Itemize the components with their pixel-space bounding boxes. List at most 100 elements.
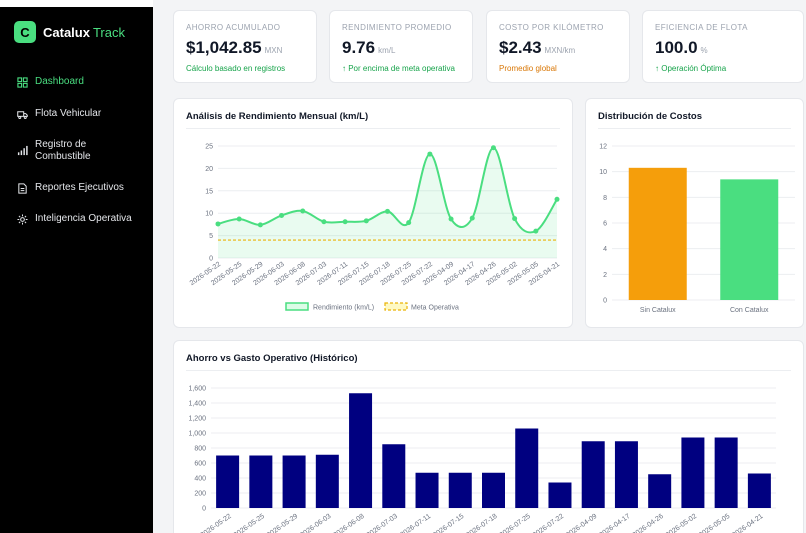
- kpi-card-ahorro: AHORRO ACUMULADO $1,042.85 MXN Cálculo ba…: [173, 10, 317, 83]
- data-point: [448, 216, 454, 222]
- sidebar-item-reportes[interactable]: Reportes Ejecutivos: [0, 182, 153, 194]
- bar: [648, 474, 672, 508]
- kpi-card-costo: COSTO POR KILÓMETRO $2.43 MXN/km Promedio…: [486, 10, 630, 83]
- kpi-subtext: ↑ Operación Óptima: [655, 64, 727, 73]
- x-tick-label: 2026-07-03: [366, 513, 399, 533]
- costos-bar-chart: 0 2 4 6 8 10 12 Sin Catalux Con Catalux: [599, 144, 795, 314]
- kpi-label: AHORRO ACUMULADO: [186, 23, 281, 32]
- bar: [548, 482, 572, 508]
- y-tick-label: 2: [603, 272, 607, 279]
- kpi-unit: MXN/km: [544, 46, 576, 55]
- costos-chart-card: Distribución de Costos 0 2 4 6 8 10 12 Sin Cata…: [585, 98, 804, 328]
- legend-swatch-rendimiento: [285, 302, 309, 311]
- kpi-unit: MXN: [264, 46, 283, 55]
- sidebar-item-inteligencia[interactable]: Inteligencia Operativa: [0, 213, 153, 225]
- data-point: [215, 221, 221, 227]
- sidebar-item-label: Inteligencia Operativa: [35, 213, 132, 224]
- series-area-rendimiento: [218, 147, 557, 258]
- y-tick-label: 1,200: [188, 416, 206, 423]
- data-point: [257, 222, 263, 228]
- sidebar: C Catalux Track Dashboard Flota Vehicula…: [0, 0, 153, 533]
- bar: [681, 437, 705, 508]
- bar: [482, 472, 505, 508]
- bar: [349, 393, 373, 508]
- bar: [315, 454, 339, 508]
- y-tick-label: 12: [599, 144, 607, 151]
- bar-sin-catalux: [628, 167, 687, 300]
- kpi-label: EFICIENCIA DE FLOTA: [655, 23, 748, 32]
- x-tick-label: 2026-04-21: [731, 513, 764, 533]
- sidebar-item-label: Dashboard: [35, 76, 84, 87]
- x-tick-label: 2026-07-15: [432, 513, 465, 533]
- kpi-unit: km/L: [378, 46, 396, 55]
- legend-label: Rendimiento (km/L): [313, 305, 374, 312]
- divider: [186, 128, 560, 129]
- kpi-unit: %: [700, 46, 708, 55]
- x-tick-label: 2026-05-02: [665, 513, 698, 533]
- bar: [382, 444, 406, 508]
- document-icon: [18, 183, 27, 194]
- data-point: [512, 216, 518, 222]
- bar: [282, 455, 306, 508]
- data-point: [300, 208, 306, 214]
- kpi-card-rendimiento: RENDIMIENTO PROMEDIO 9.76 km/L ↑ Por enci…: [329, 10, 473, 83]
- data-point: [363, 218, 369, 224]
- x-tick-label: 2026-05-25: [233, 513, 266, 533]
- x-tick-label: 2026-04-26: [631, 513, 664, 533]
- y-tick-label: 0: [202, 506, 206, 513]
- data-point: [385, 208, 390, 214]
- kpi-value: $2.43 MXN/km: [499, 38, 576, 57]
- legend-label: Meta Operativa: [411, 305, 459, 312]
- kpi-value: $1,042.85 MXN: [186, 38, 283, 57]
- divider: [598, 128, 791, 129]
- chart-title: Ahorro vs Gasto Operativo (Histórico): [186, 353, 358, 364]
- brand-logo: C: [14, 21, 36, 43]
- bar: [581, 441, 605, 508]
- bar-chart-icon: [17, 145, 28, 156]
- brand-accent: Track: [92, 24, 125, 40]
- y-tick-label: 8: [603, 195, 607, 202]
- x-tick-label: 2026-07-18: [465, 513, 498, 533]
- x-tick-label: 2026-05-05: [698, 513, 731, 533]
- x-tick-label: Sin Catalux: [640, 307, 676, 314]
- sidebar-item-label: Registro de Combustible: [35, 139, 91, 162]
- x-tick-label: 2026-04-17: [598, 513, 631, 533]
- x-tick-label: 2026-07-11: [399, 513, 432, 533]
- rendimiento-chart-card: Análisis de Rendimiento Mensual (km/L) 0…: [173, 98, 573, 328]
- kpi-value: 100.0%: [655, 38, 708, 57]
- ahorro-chart-card: Ahorro vs Gasto Operativo (Histórico) 0 2…: [173, 340, 804, 533]
- brand-name: Catalux: [43, 24, 90, 40]
- y-tick-label: 6: [603, 221, 607, 228]
- sidebar-item-dashboard[interactable]: Dashboard: [0, 76, 153, 88]
- series-line-rendimiento: [217, 146, 558, 234]
- data-point: [490, 145, 496, 151]
- y-tick-label: 25: [205, 144, 213, 151]
- sidebar-item-flota[interactable]: Flota Vehicular: [0, 108, 153, 120]
- y-tick-label: 0: [603, 298, 607, 305]
- x-tick-label: 2026-05-29: [266, 513, 299, 533]
- bar: [714, 437, 738, 508]
- chart-title: Distribución de Costos: [598, 111, 702, 122]
- kpi-subtext: Cálculo basado en registros: [186, 64, 286, 73]
- data-point: [469, 215, 475, 221]
- brand[interactable]: C Catalux Track: [0, 7, 153, 57]
- chart-title: Análisis de Rendimiento Mensual (km/L): [186, 111, 369, 122]
- bar-con-catalux: [720, 179, 779, 300]
- legend-swatch-meta: [384, 302, 408, 311]
- x-tick-label: 2026-06-08: [332, 513, 365, 533]
- sidebar-item-combustible[interactable]: Registro de Combustible: [0, 139, 153, 163]
- sparkle-icon: [17, 214, 28, 225]
- x-tick-label: 2026-07-22: [532, 513, 565, 533]
- bar: [448, 472, 472, 508]
- y-tick-label: 20: [205, 166, 213, 173]
- y-tick-label: 15: [205, 188, 213, 195]
- x-tick-label: Con Catalux: [730, 307, 769, 314]
- truck-icon: [17, 111, 28, 120]
- data-point: [554, 196, 560, 202]
- sidebar-item-label: Reportes Ejecutivos: [35, 182, 124, 193]
- y-tick-label: 4: [603, 246, 607, 253]
- y-tick-label: 5: [209, 233, 213, 240]
- bar: [747, 473, 771, 508]
- dashboard-icon: [17, 77, 28, 88]
- y-tick-label: 400: [194, 476, 206, 483]
